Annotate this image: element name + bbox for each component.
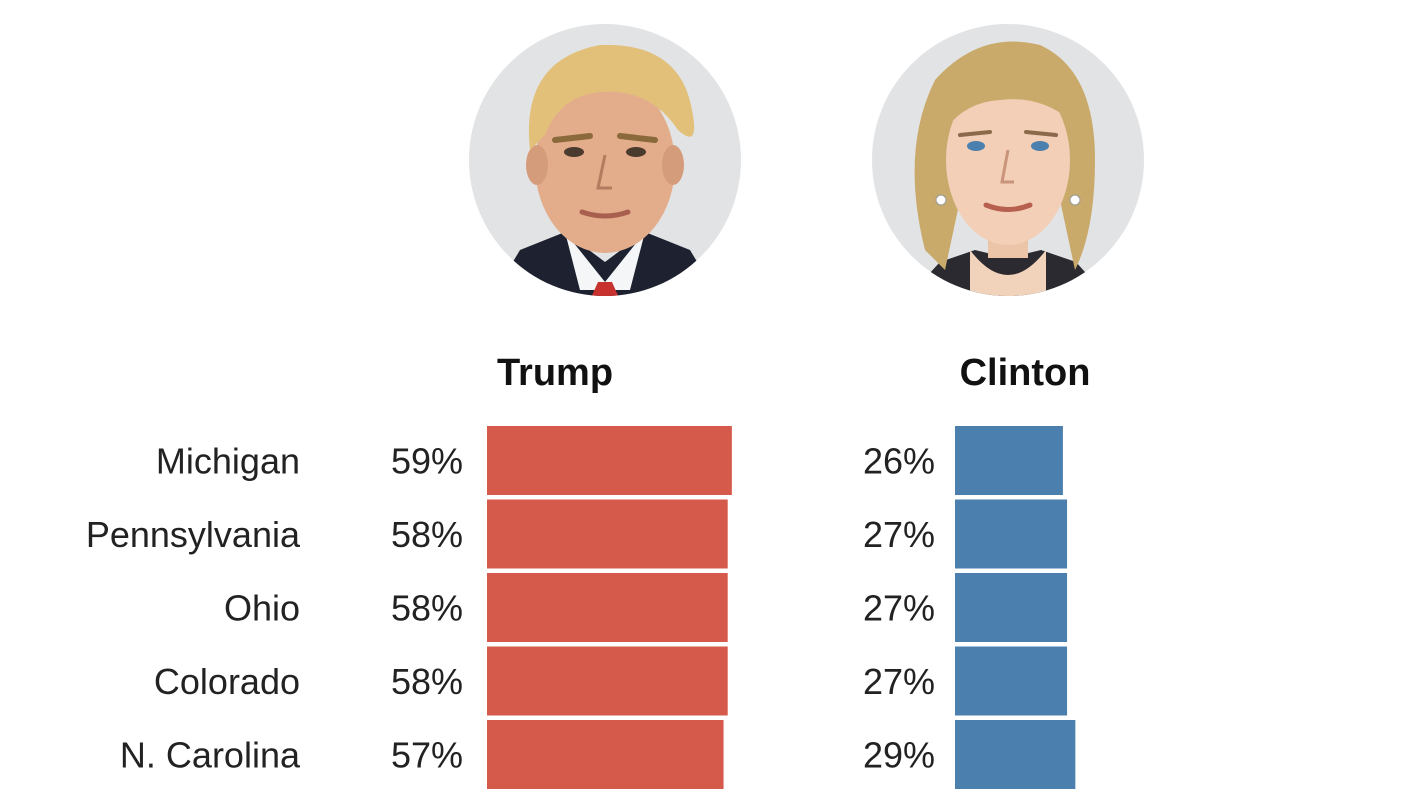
bar-trump — [487, 720, 724, 789]
clinton-portrait-icon — [872, 24, 1144, 296]
state-label: Michigan — [156, 441, 300, 482]
bars-layer: Michigan 59% 26% Pennsylvania 58% 27% Ohio 58% 2… — [86, 426, 1076, 789]
bar-clinton — [955, 426, 1063, 495]
candidate-name-trump: Trump — [497, 352, 613, 394]
value-label-trump: 58% — [391, 588, 463, 629]
value-label-trump: 58% — [391, 661, 463, 702]
bar-trump — [487, 499, 728, 569]
bar-trump — [487, 646, 728, 716]
bar-clinton — [955, 720, 1076, 789]
value-label-clinton: 26% — [863, 441, 935, 482]
value-label-trump: 59% — [391, 441, 463, 482]
trump-portrait-icon — [469, 24, 741, 296]
candidate-name-clinton: Clinton — [960, 352, 1091, 394]
value-label-clinton: 27% — [863, 514, 935, 555]
state-label: Ohio — [224, 588, 300, 629]
state-label: Colorado — [154, 661, 300, 702]
value-label-trump: 58% — [391, 514, 463, 555]
value-label-trump: 57% — [391, 735, 463, 776]
bar-trump — [487, 426, 732, 495]
value-label-clinton: 27% — [863, 588, 935, 629]
bar-clinton — [955, 573, 1068, 642]
bar-trump — [487, 573, 728, 642]
bar-clinton — [955, 499, 1068, 569]
value-label-clinton: 27% — [863, 661, 935, 702]
bar-clinton — [955, 646, 1068, 716]
state-label: Pennsylvania — [86, 514, 301, 555]
value-label-clinton: 29% — [863, 735, 935, 776]
state-label: N. Carolina — [120, 735, 301, 776]
